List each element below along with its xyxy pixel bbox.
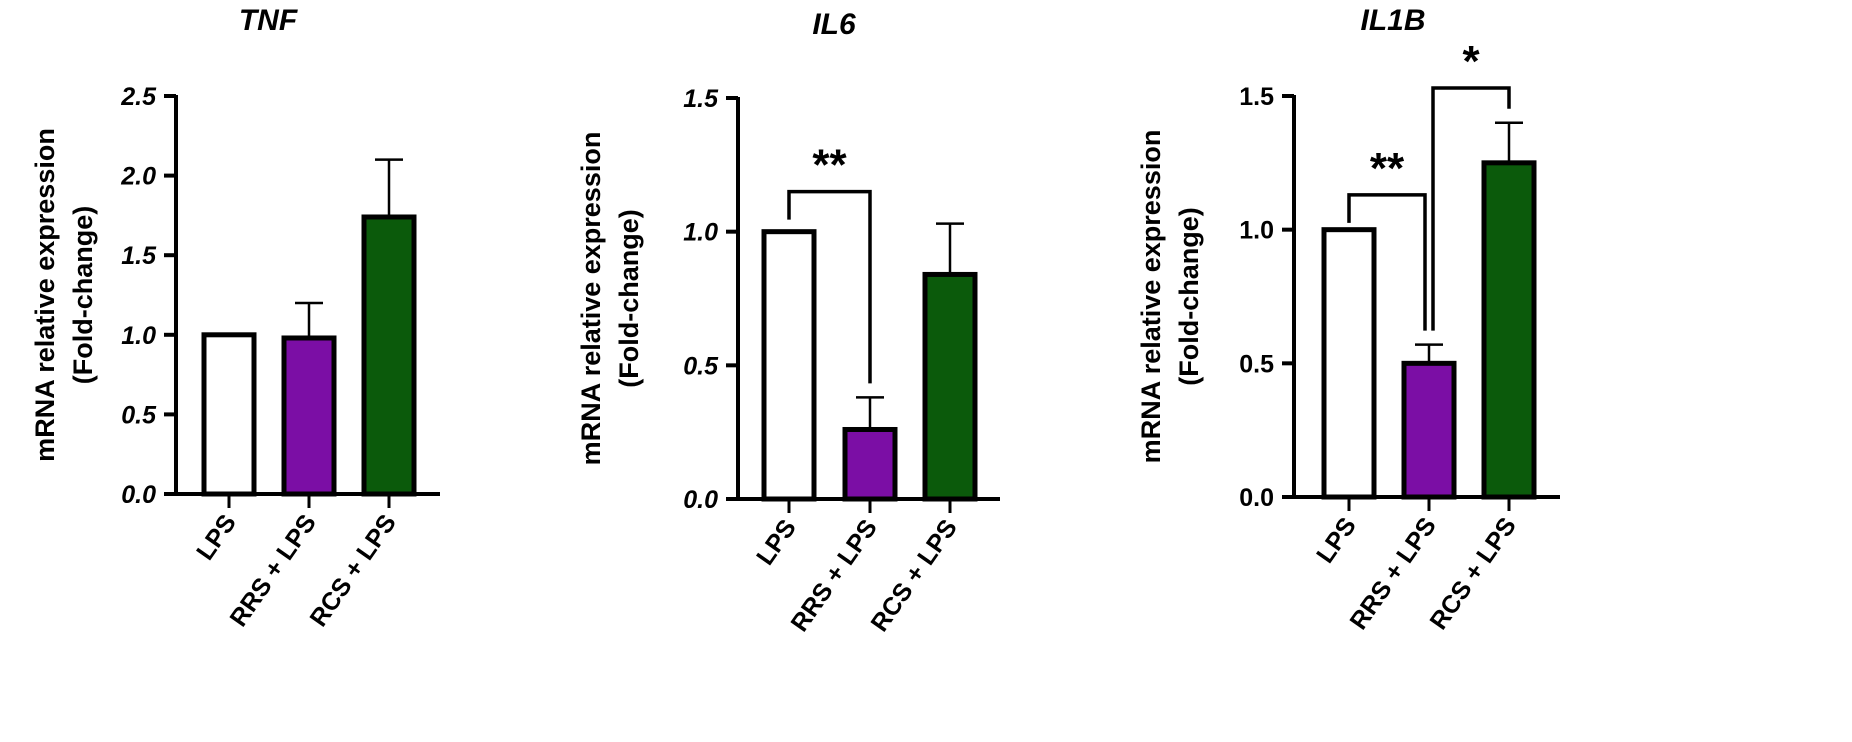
y-axis-label: mRNA relative expression (Fold-change) — [576, 132, 644, 466]
y-tick-label: 0.0 — [683, 486, 718, 514]
y-axis-label-line: (Fold-change) — [614, 209, 644, 387]
chart-panel-2: IL6 mRNA relative expression (Fold-change)… — [576, 8, 1000, 637]
y-axis-label: mRNA relative expression (Fold-change) — [1136, 130, 1204, 464]
y-axis-label-line: mRNA relative expression — [1136, 130, 1166, 464]
chart-title: IL1B — [1360, 4, 1425, 37]
y-axis-label: mRNA relative expression (Fold-change) — [30, 128, 98, 462]
significance-bracket — [787, 189, 872, 384]
significance-label: * — [1462, 37, 1480, 86]
bar-lps — [1321, 227, 1377, 500]
significance-bracket — [1347, 193, 1427, 331]
chart-title: IL6 — [812, 8, 856, 41]
significance-label: ** — [812, 141, 847, 190]
y-axis-label-line: mRNA relative expression — [30, 128, 60, 462]
chart-panel-3: IL1B mRNA relative expression (Fold-change… — [1136, 4, 1560, 635]
chart-title: TNF — [239, 4, 298, 37]
y-tick-label: 1.0 — [683, 219, 718, 247]
x-tick-label: LPS — [191, 509, 242, 565]
y-tick-label: 0.0 — [121, 481, 156, 509]
bar-rcs-lps — [922, 271, 978, 502]
y-axis-label-line: (Fold-change) — [1174, 207, 1204, 385]
significance-label: ** — [1370, 144, 1405, 193]
x-tick-label: LPS — [751, 514, 802, 570]
y-tick-label: 0.5 — [1239, 350, 1274, 378]
bar-rrs-lps — [281, 335, 337, 497]
bar-lps — [201, 332, 257, 497]
chart-panel-1: TNF mRNA relative expression (Fold-change)… — [30, 4, 440, 632]
y-tick-label: 1.5 — [121, 242, 157, 270]
y-tick-label: 0.5 — [683, 352, 719, 380]
y-tick-label: 0.0 — [1239, 484, 1274, 512]
bar-rrs-lps — [1401, 360, 1457, 500]
bar-lps — [761, 229, 817, 502]
bar-rrs-lps — [842, 426, 898, 502]
y-tick-label: 2.5 — [120, 83, 157, 111]
y-tick-label: 0.5 — [121, 401, 157, 429]
y-axis-label-line: (Fold-change) — [68, 206, 98, 384]
y-tick-label: 1.5 — [1239, 83, 1274, 111]
significance-bracket — [1431, 86, 1511, 331]
y-tick-label: 1.5 — [683, 85, 719, 113]
y-axis-label-line: mRNA relative expression — [576, 132, 606, 466]
y-tick-label: 1.0 — [121, 322, 156, 350]
bar-rcs-lps — [361, 214, 417, 497]
y-tick-label: 1.0 — [1239, 217, 1274, 245]
bar-rcs-lps — [1481, 160, 1537, 500]
y-tick-label: 2.0 — [120, 163, 156, 191]
x-tick-label: LPS — [1311, 512, 1362, 568]
